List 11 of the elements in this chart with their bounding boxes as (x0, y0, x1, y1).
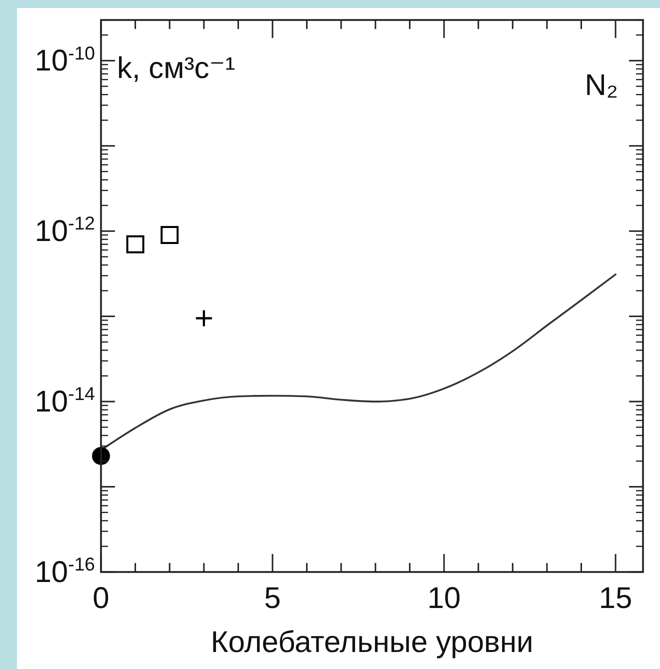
x-tick-label: 5 (264, 582, 281, 615)
y-tick-label: 10$^{-14}$ (34, 383, 95, 419)
x-tick-label: 15 (598, 582, 632, 615)
x-tick-label: 10 (427, 582, 461, 615)
x-tick-label: 0 (92, 582, 110, 615)
y-tick-label: 10$^{-12}$ (34, 212, 95, 248)
y-axis-title: k, см³с⁻¹ (117, 52, 236, 85)
x-axis-title: Колебательные уровни (210, 626, 534, 659)
y-tick-label: 10$^{-16}$ (34, 554, 95, 589)
y-tick-label: 10$^{-10}$ (34, 42, 95, 78)
annotation: N₂ (584, 69, 618, 102)
